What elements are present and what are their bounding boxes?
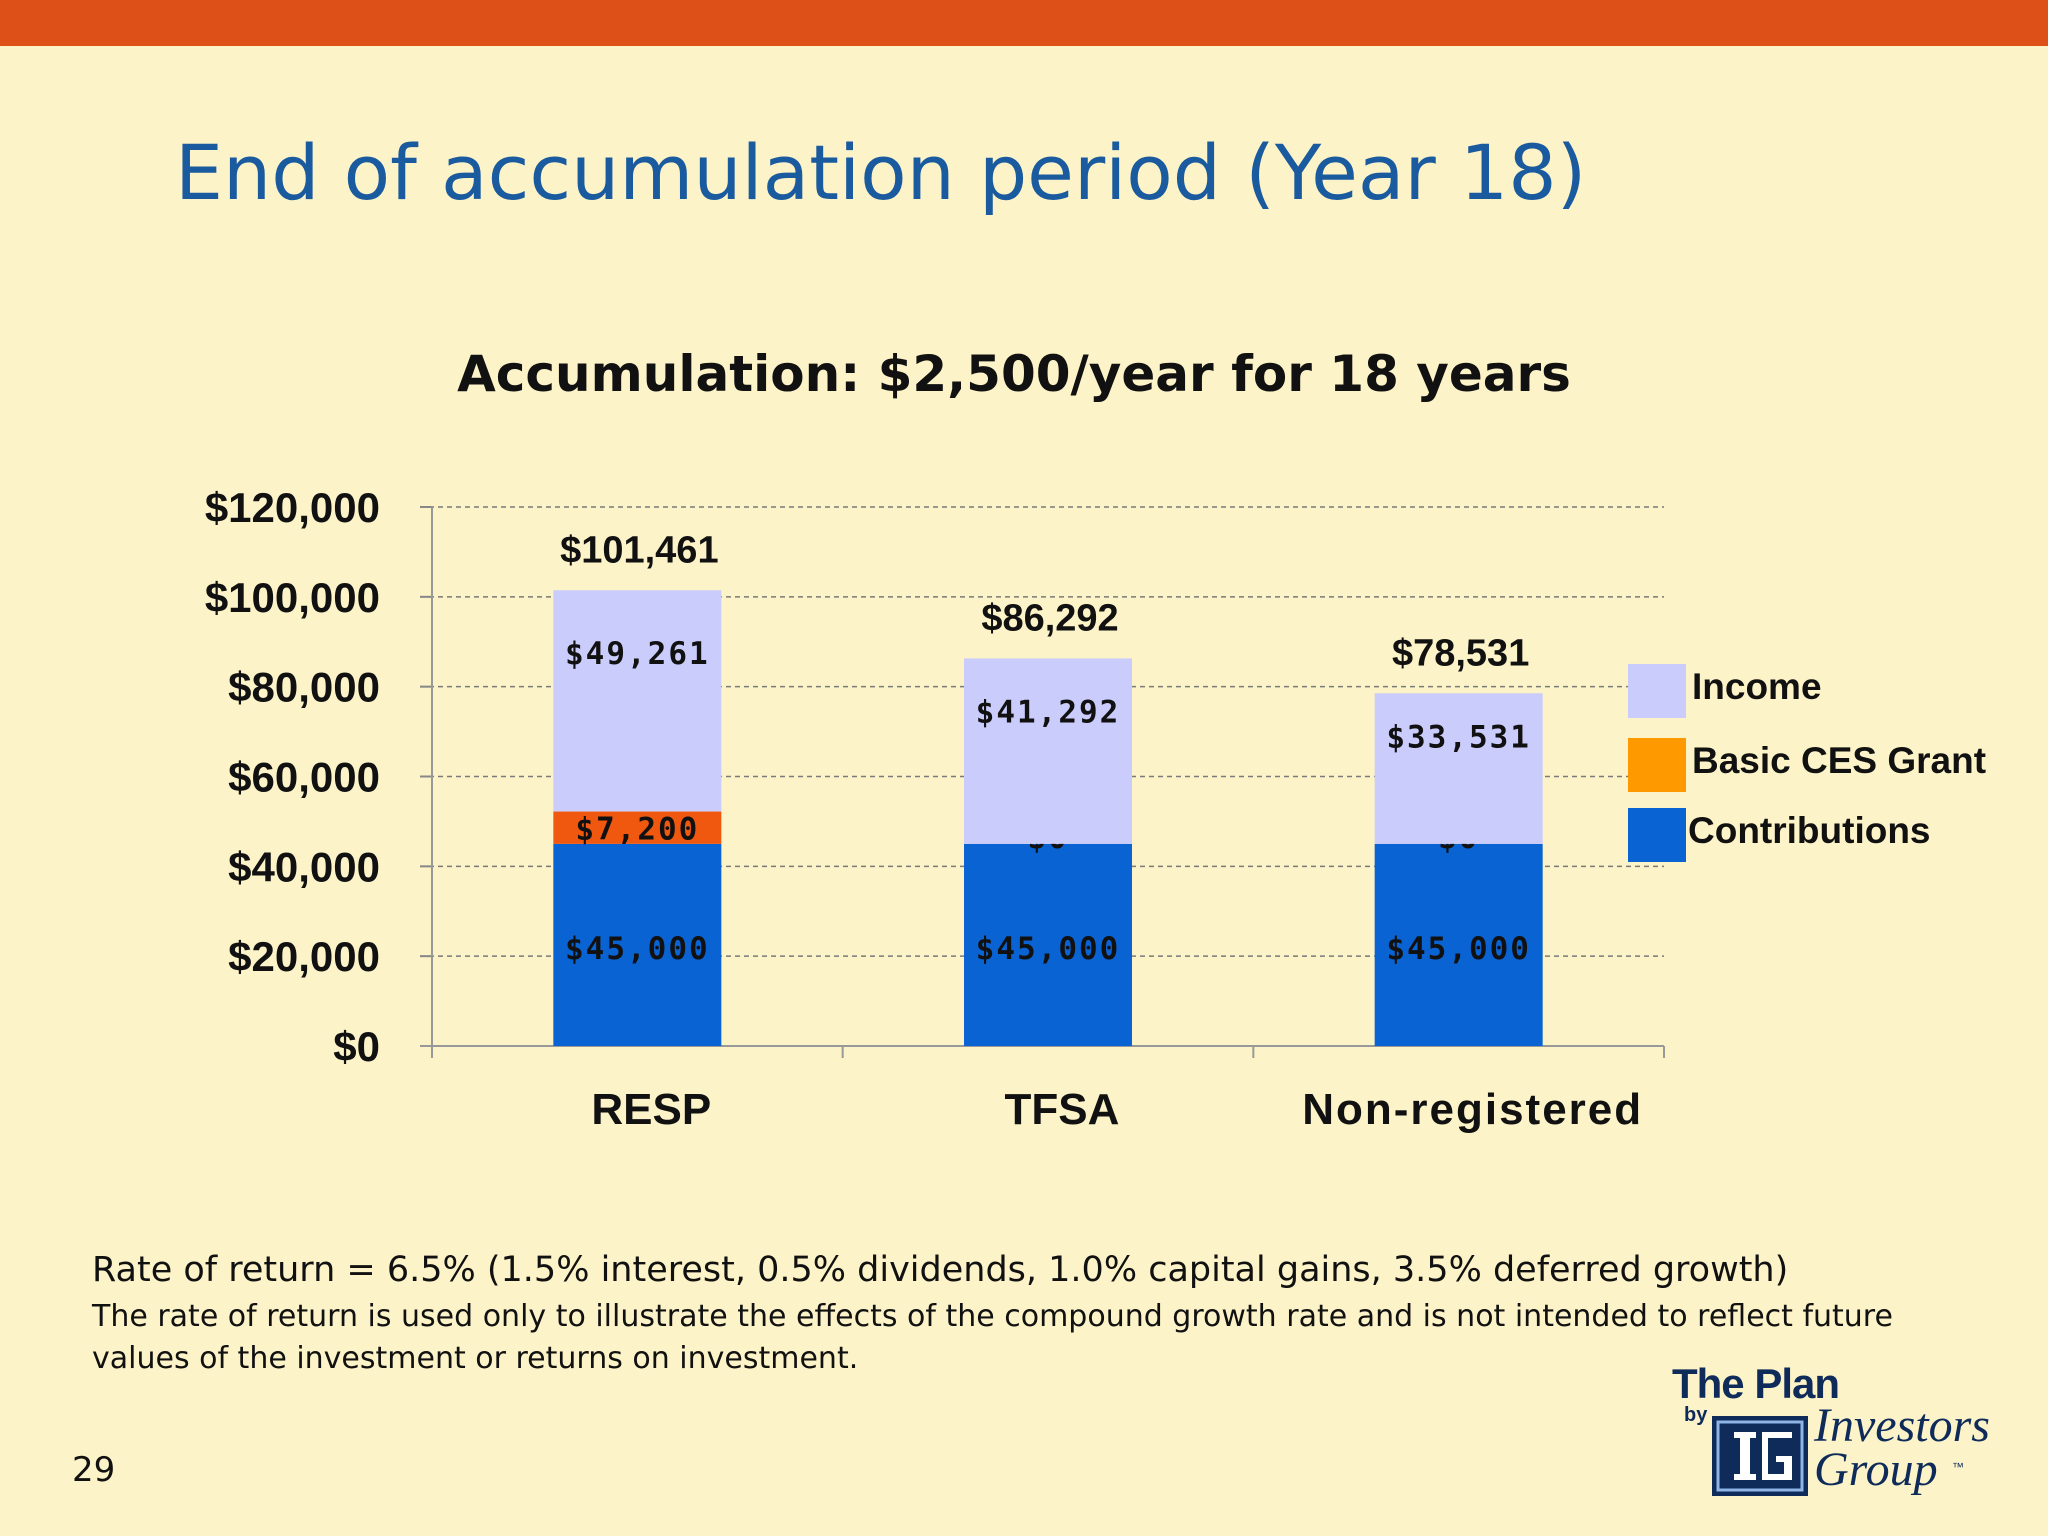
footnote-rate-of-return: Rate of return = 6.5% (1.5% interest, 0.… bbox=[92, 1250, 1789, 1290]
stacked-bar-chart: $0 $20,000 $40,000 $60,000 $80,000 $100,000 $1… bbox=[205, 484, 1665, 1134]
legend-swatch-income bbox=[1628, 664, 1686, 718]
x-category-label: RESP bbox=[591, 1085, 711, 1134]
data-label-income: $49,261 bbox=[565, 636, 710, 672]
total-label: $86,292 bbox=[981, 597, 1118, 639]
logo-by-text: by bbox=[1684, 1404, 1708, 1426]
slide-title: End of accumulation period (Year 18) bbox=[175, 128, 1587, 217]
y-tick-label: $20,000 bbox=[228, 933, 380, 980]
bar-resp-contributions bbox=[553, 843, 722, 1046]
y-tick-label: $80,000 bbox=[228, 664, 380, 711]
data-label-contributions: $45,000 bbox=[976, 931, 1121, 967]
x-category-label: Non-registered bbox=[1302, 1085, 1643, 1134]
data-label-basic-ces-grant: $7,200 bbox=[575, 812, 699, 848]
logo-group-text: Group bbox=[1814, 1443, 1938, 1496]
page-number: 29 bbox=[72, 1450, 116, 1490]
bar-tfsa-income bbox=[964, 658, 1132, 844]
y-tick-label: $0 bbox=[333, 1023, 380, 1070]
y-tick-label: $40,000 bbox=[228, 843, 380, 890]
chart-title: Accumulation: $2,500/year for 18 years bbox=[457, 345, 1571, 403]
bar-non-registered-income bbox=[1374, 693, 1543, 844]
bar-resp-basic-ces-grant bbox=[553, 811, 722, 844]
legend-label-income: Income bbox=[1692, 666, 1822, 707]
ig-monogram-icon bbox=[1712, 1416, 1808, 1496]
top-accent-bar bbox=[0, 0, 2048, 46]
x-category-label: TFSA bbox=[1005, 1085, 1120, 1134]
bar-tfsa-contributions bbox=[964, 843, 1132, 1046]
y-tick-label: $100,000 bbox=[205, 574, 380, 621]
data-label-contributions: $45,000 bbox=[565, 931, 710, 967]
legend-label-contributions: Contributions bbox=[1688, 810, 1931, 851]
investors-group-logo: The Plan by Investors Group ™ bbox=[1670, 1360, 2030, 1500]
total-label: $101,461 bbox=[560, 529, 719, 571]
total-label: $78,531 bbox=[1392, 632, 1529, 674]
data-label-income: $33,531 bbox=[1386, 719, 1531, 755]
legend-swatch-basic-ces-grant bbox=[1628, 738, 1686, 792]
legend-item-income: Income bbox=[1628, 664, 2048, 724]
footnote-disclaimer: The rate of return is used only to illus… bbox=[92, 1299, 1893, 1376]
logo-investors-text: Investors bbox=[1814, 1399, 1990, 1452]
data-label-income: $41,292 bbox=[976, 694, 1121, 730]
logo-the-plan-text: The Plan bbox=[1672, 1360, 1840, 1407]
bar-non-registered-contributions bbox=[1374, 843, 1543, 1046]
legend-swatch-contributions bbox=[1628, 808, 1686, 862]
legend-item-basic-ces-grant: Basic CES Grant bbox=[1628, 738, 2048, 798]
legend-label-basic-ces-grant: Basic CES Grant bbox=[1692, 740, 1987, 781]
y-tick-label: $120,000 bbox=[205, 484, 380, 531]
bar-resp-income bbox=[553, 590, 722, 812]
logo-trademark: ™ bbox=[1952, 1460, 1964, 1474]
y-tick-label: $60,000 bbox=[228, 754, 380, 801]
legend-item-contributions: Contributions bbox=[1628, 808, 2048, 868]
data-label-contributions: $45,000 bbox=[1386, 931, 1531, 967]
